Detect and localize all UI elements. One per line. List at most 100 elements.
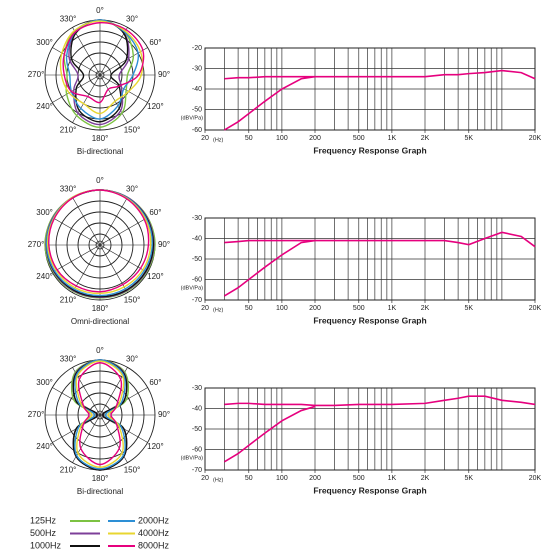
plot-frame <box>204 217 536 301</box>
angle-label: 240° <box>36 272 53 281</box>
polar-caption: Bi-directional <box>77 147 123 156</box>
angle-label: 90° <box>158 410 170 419</box>
spoke <box>99 27 128 76</box>
response-curve <box>224 231 536 248</box>
x-tick-label: 2K <box>421 475 430 482</box>
spoke <box>52 244 101 273</box>
polar-pattern <box>75 360 125 468</box>
polar-pattern <box>74 359 126 470</box>
x-tick-label: 2K <box>421 305 430 312</box>
angle-label: 210° <box>60 466 77 475</box>
legend-label: 125Hz <box>30 515 57 525</box>
y-tick-label: -60 <box>192 127 202 134</box>
legend-label: 2000Hz <box>138 515 170 525</box>
x-tick-label: 200 <box>309 135 321 142</box>
angle-label: 270° <box>28 410 45 419</box>
angle-label: 120° <box>147 442 164 451</box>
angle-label: 180° <box>92 134 109 143</box>
y-tick-label: -40 <box>192 86 202 93</box>
spoke <box>52 217 101 246</box>
x-tick-label: 20 <box>201 475 209 482</box>
x-tick-label: 500 <box>353 135 365 142</box>
chart-title: Frequency Response Graph <box>313 315 426 325</box>
y-tick-label: -40 <box>192 405 202 412</box>
chart-title: Frequency Response Graph <box>313 145 426 155</box>
angle-label: 150° <box>124 296 141 305</box>
x-tick-label: 2K <box>421 135 430 142</box>
y-tick-label: -30 <box>192 385 202 392</box>
x-tick-label: 20 <box>201 135 209 142</box>
spoke <box>72 244 101 293</box>
angle-label: 300° <box>36 208 53 217</box>
angle-label: 60° <box>149 208 161 217</box>
x-tick-label: 1K <box>388 305 397 312</box>
x-tick-label: 1K <box>388 135 397 142</box>
angle-label: 90° <box>158 70 170 79</box>
polar-pattern <box>72 359 128 471</box>
angle-label: 120° <box>147 272 164 281</box>
angle-label: 90° <box>158 240 170 249</box>
spoke <box>72 74 101 123</box>
angle-label: 180° <box>92 474 109 483</box>
spoke <box>72 414 101 463</box>
x-unit: (Hz) <box>213 477 224 483</box>
y-tick-label: -50 <box>192 106 202 113</box>
y-unit: (dBV/Pa) <box>181 455 203 461</box>
x-tick-label: 1K <box>388 475 397 482</box>
response-curve <box>223 405 316 463</box>
response-curve <box>223 239 316 297</box>
legend-label: 8000Hz <box>138 540 170 550</box>
angle-label: 240° <box>36 442 53 451</box>
angle-label: 0° <box>96 176 104 185</box>
plot-frame <box>204 387 536 471</box>
angle-label: 0° <box>96 346 104 355</box>
x-tick-label: 100 <box>276 305 288 312</box>
polar-pattern <box>77 362 123 466</box>
angle-label: 300° <box>36 378 53 387</box>
angle-label: 30° <box>126 15 138 24</box>
spoke <box>99 414 128 463</box>
angle-label: 300° <box>36 38 53 47</box>
spoke <box>99 74 128 123</box>
x-tick-label: 20 <box>201 305 209 312</box>
polar-pattern <box>65 19 140 120</box>
angle-label: 330° <box>60 15 77 24</box>
y-tick-label: -20 <box>192 45 202 52</box>
polar-pattern <box>59 20 144 115</box>
angle-label: 60° <box>149 378 161 387</box>
spoke <box>72 197 101 246</box>
x-tick-label: 200 <box>309 305 321 312</box>
y-tick-label: -30 <box>192 65 202 72</box>
x-tick-label: 20K <box>529 135 542 142</box>
spoke <box>99 244 148 273</box>
spoke <box>72 27 101 76</box>
x-tick-label: 100 <box>276 135 288 142</box>
legend-label: 500Hz <box>30 528 57 538</box>
x-tick-label: 20K <box>529 305 542 312</box>
y-tick-label: -60 <box>192 446 202 453</box>
angle-label: 330° <box>60 185 77 194</box>
angle-label: 210° <box>60 296 77 305</box>
x-unit: (Hz) <box>213 137 224 143</box>
plot-frame <box>204 47 536 131</box>
x-tick-label: 20K <box>529 475 542 482</box>
angle-label: 30° <box>126 355 138 364</box>
angle-label: 150° <box>124 466 141 475</box>
y-tick-label: -50 <box>192 426 202 433</box>
y-tick-label: -50 <box>192 256 202 263</box>
response-curve <box>223 75 316 131</box>
x-tick-label: 5K <box>464 475 473 482</box>
y-tick-label: -70 <box>192 297 202 304</box>
x-tick-label: 50 <box>245 475 253 482</box>
polar-caption: Omni-directional <box>71 317 129 326</box>
x-tick-label: 5K <box>464 135 473 142</box>
polar-pattern <box>68 19 130 126</box>
y-tick-label: -70 <box>192 467 202 474</box>
angle-label: 180° <box>92 304 109 313</box>
y-unit: (dBV/Pa) <box>181 115 203 121</box>
y-tick-label: -30 <box>192 215 202 222</box>
x-tick-label: 5K <box>464 305 473 312</box>
polar-pattern <box>62 22 145 104</box>
x-tick-label: 50 <box>245 305 253 312</box>
spoke <box>99 197 128 246</box>
